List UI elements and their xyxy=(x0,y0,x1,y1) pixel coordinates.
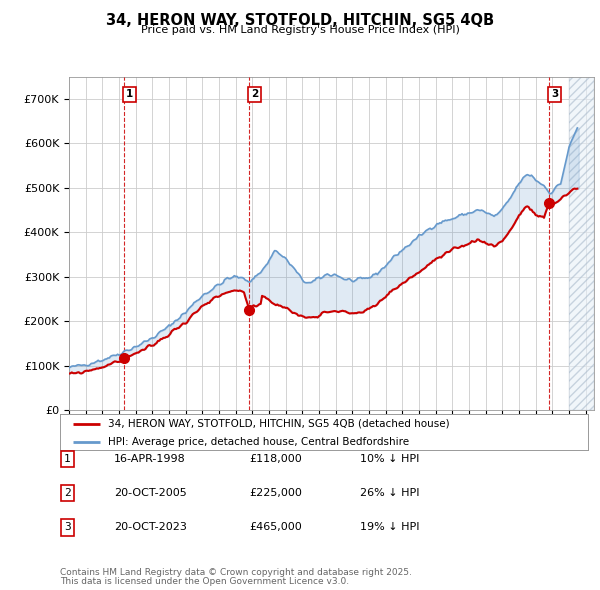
Text: 20-OCT-2023: 20-OCT-2023 xyxy=(114,523,187,532)
Text: Contains HM Land Registry data © Crown copyright and database right 2025.: Contains HM Land Registry data © Crown c… xyxy=(60,568,412,577)
Text: Price paid vs. HM Land Registry's House Price Index (HPI): Price paid vs. HM Land Registry's House … xyxy=(140,25,460,35)
Text: 16-APR-1998: 16-APR-1998 xyxy=(114,454,186,464)
Text: 2: 2 xyxy=(64,489,71,498)
Text: 3: 3 xyxy=(551,89,558,99)
Text: 19% ↓ HPI: 19% ↓ HPI xyxy=(360,523,419,532)
Text: 1: 1 xyxy=(126,89,133,99)
Text: 34, HERON WAY, STOTFOLD, HITCHIN, SG5 4QB (detached house): 34, HERON WAY, STOTFOLD, HITCHIN, SG5 4Q… xyxy=(107,419,449,429)
Text: 34, HERON WAY, STOTFOLD, HITCHIN, SG5 4QB: 34, HERON WAY, STOTFOLD, HITCHIN, SG5 4Q… xyxy=(106,13,494,28)
Text: This data is licensed under the Open Government Licence v3.0.: This data is licensed under the Open Gov… xyxy=(60,578,349,586)
Text: HPI: Average price, detached house, Central Bedfordshire: HPI: Average price, detached house, Cent… xyxy=(107,437,409,447)
Text: 3: 3 xyxy=(64,523,71,532)
Text: £118,000: £118,000 xyxy=(249,454,302,464)
Text: 20-OCT-2005: 20-OCT-2005 xyxy=(114,489,187,498)
Bar xyxy=(569,77,594,410)
Text: 10% ↓ HPI: 10% ↓ HPI xyxy=(360,454,419,464)
Text: 2: 2 xyxy=(251,89,258,99)
Text: £465,000: £465,000 xyxy=(249,523,302,532)
Text: 26% ↓ HPI: 26% ↓ HPI xyxy=(360,489,419,498)
Text: £225,000: £225,000 xyxy=(249,489,302,498)
Text: 1: 1 xyxy=(64,454,71,464)
